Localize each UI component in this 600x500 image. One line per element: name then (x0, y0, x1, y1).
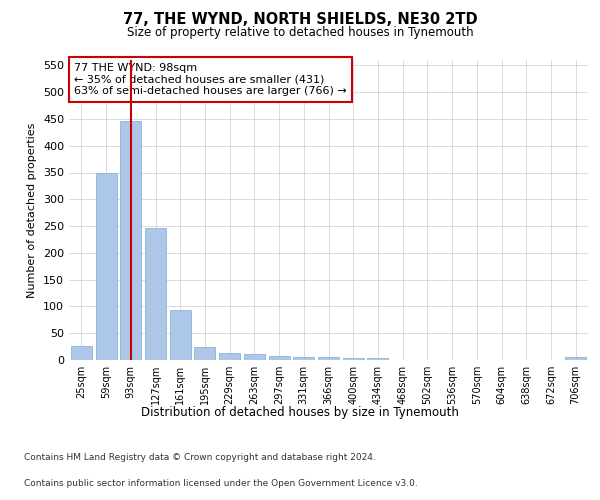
Text: Size of property relative to detached houses in Tynemouth: Size of property relative to detached ho… (127, 26, 473, 39)
Y-axis label: Number of detached properties: Number of detached properties (28, 122, 37, 298)
Bar (269, 356, 290, 360)
Bar (170, 310, 191, 360)
Text: Contains HM Land Registry data © Crown copyright and database right 2024.: Contains HM Land Registry data © Crown c… (24, 454, 376, 462)
Bar (95, 172, 116, 360)
Text: 77 THE WYND: 98sqm
← 35% of detached houses are smaller (431)
63% of semi-detach: 77 THE WYND: 98sqm ← 35% of detached hou… (74, 63, 347, 96)
Bar (343, 358, 364, 360)
Bar (145, 228, 166, 360)
Bar (367, 358, 388, 360)
Bar (194, 346, 215, 360)
Bar (318, 357, 339, 360)
Bar (565, 358, 586, 360)
Bar (293, 357, 314, 360)
Bar (244, 354, 265, 360)
Text: Contains public sector information licensed under the Open Government Licence v3: Contains public sector information licen… (24, 478, 418, 488)
Bar (219, 352, 240, 360)
Bar (120, 120, 141, 360)
Bar (71, 346, 92, 360)
Text: Distribution of detached houses by size in Tynemouth: Distribution of detached houses by size … (141, 406, 459, 419)
Text: 77, THE WYND, NORTH SHIELDS, NE30 2TD: 77, THE WYND, NORTH SHIELDS, NE30 2TD (122, 12, 478, 28)
